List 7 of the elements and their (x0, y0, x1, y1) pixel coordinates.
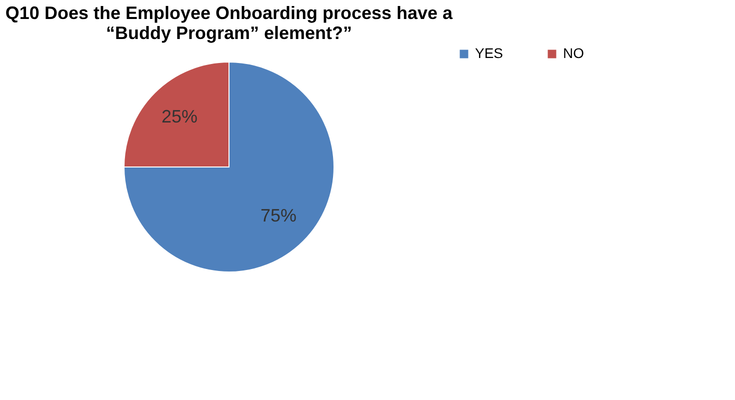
text: “Buddy Program” element?” (106, 23, 352, 43)
legend-label: NO (563, 45, 584, 61)
legend-label: YES (475, 45, 504, 61)
data-label: 75% (260, 205, 297, 226)
data-label: 25% (161, 106, 198, 127)
text: Q10 Does the Employee Onboarding process have a (5, 3, 453, 23)
pie-slice (124, 62, 334, 272)
